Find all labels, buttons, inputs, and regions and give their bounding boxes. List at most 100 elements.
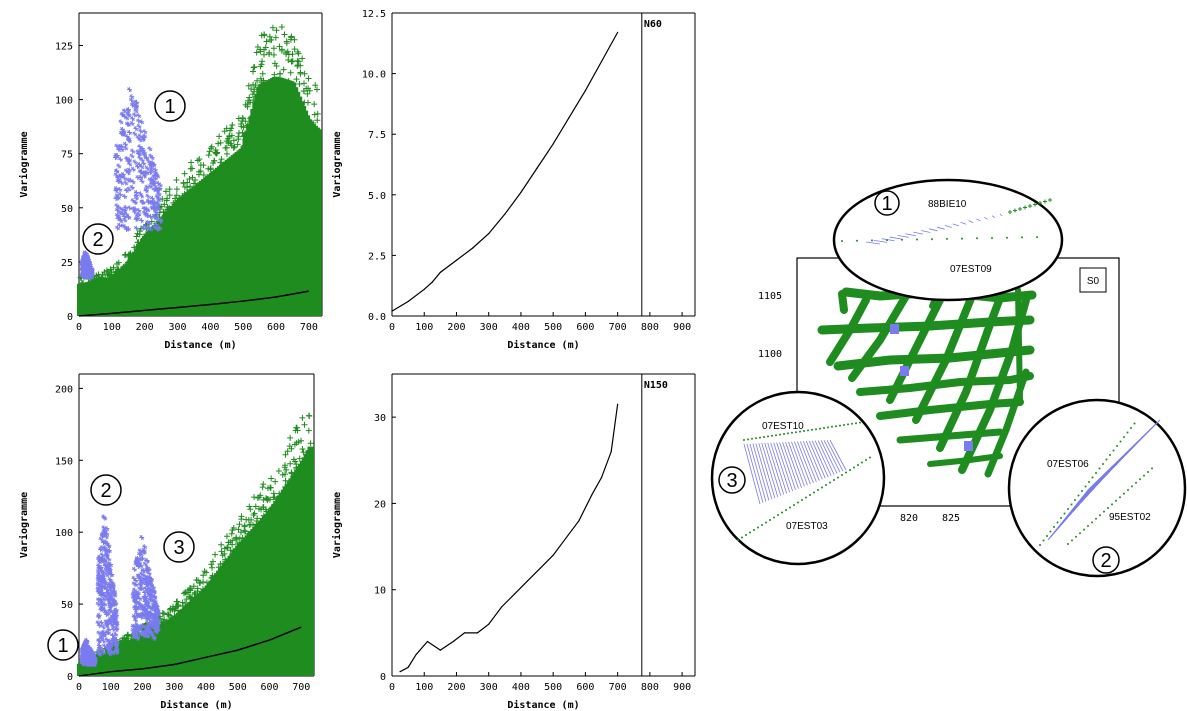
callout-3-pair-line: [788, 441, 805, 487]
blue-star-point: [98, 607, 104, 613]
blue-star-point: [142, 129, 148, 135]
x-tick-label: 900: [673, 682, 691, 693]
callout-2-green-point: [1127, 489, 1129, 491]
green-cross-point: [191, 600, 198, 607]
callout-1: 1 88BIE10 07EST09: [832, 178, 1064, 302]
green-cross-point: [182, 599, 189, 606]
green-cross-point: [222, 556, 229, 563]
green-cross-point: [203, 569, 210, 576]
green-cross-point: [239, 114, 246, 121]
callout-3-green-point: [801, 499, 803, 501]
callout-1-pair-line: [984, 216, 988, 220]
annotation-number: 2: [100, 480, 111, 502]
callout-3-green-point: [835, 425, 837, 428]
green-cross-point: [297, 69, 304, 76]
callout-3-pair-line: [823, 440, 841, 473]
blue-star-point: [106, 626, 112, 632]
blue-star-point: [138, 169, 144, 175]
callout-1-pair-line: [928, 228, 938, 232]
blue-star-point: [81, 659, 87, 665]
green-cross-point: [121, 252, 128, 259]
green-cross-point: [247, 115, 254, 122]
callout-2-green-point: [1126, 431, 1129, 434]
annotation-number: 1: [164, 96, 175, 118]
green-cross-point: [281, 502, 288, 509]
green-cross-point: [296, 463, 303, 470]
callout-3-green-point: [813, 491, 815, 494]
green-cross-point: [211, 579, 218, 586]
blue-star-point: [130, 179, 136, 185]
callout-2-green-point: [1079, 532, 1081, 535]
callout-2-green-point: [1084, 485, 1087, 488]
x-tick-label: 400: [512, 322, 530, 333]
green-cross-point: [107, 266, 114, 273]
green-cross-point: [161, 209, 168, 216]
green-cross-point: [160, 619, 167, 626]
blue-star-point: [105, 597, 111, 603]
green-cross-point: [285, 489, 292, 496]
green-cross-point: [164, 611, 171, 618]
callout-3-green-point: [849, 469, 851, 471]
green-cross-point: [104, 270, 111, 277]
green-cross-point: [293, 424, 300, 431]
y-axis-label: Variogramme: [331, 131, 343, 197]
annotation-number: 3: [173, 537, 184, 559]
green-cross-point: [250, 64, 257, 71]
blue-star-point: [110, 582, 116, 588]
blue-star-point: [104, 637, 110, 643]
green-cross-point: [236, 150, 243, 157]
blue-star-point: [137, 548, 143, 554]
callout-3-green-point: [829, 481, 831, 484]
callout-2: 2 07EST06 95EST02: [1007, 398, 1187, 578]
blue-star-point: [132, 206, 138, 212]
green-cross-point: [183, 596, 190, 603]
blue-star-point: [83, 640, 89, 646]
green-cross-point: [241, 527, 248, 534]
green-cross-point: [229, 121, 236, 128]
variogram-point: [455, 259, 458, 261]
green-cross-point: [219, 560, 226, 567]
green-cloud-column: [315, 129, 322, 316]
variogram-point: [407, 300, 409, 303]
green-cross-point: [290, 88, 297, 95]
green-cross-point: [251, 510, 258, 517]
blue-star-point: [115, 175, 121, 181]
green-cross-point: [114, 266, 121, 273]
callout-3-green-point: [779, 433, 781, 436]
green-cross-point: [248, 86, 255, 93]
variogram-point: [526, 580, 528, 582]
green-cross-point: [176, 203, 183, 210]
green-cross-point: [196, 156, 203, 163]
green-cross-point: [173, 604, 180, 611]
variogram-point: [536, 167, 538, 169]
blue-star-point: [131, 632, 137, 638]
callout-2-green-point: [1103, 510, 1105, 513]
green-cross-point: [291, 485, 298, 492]
callout-3-number: 3: [726, 470, 737, 492]
blue-star-point: [157, 225, 163, 231]
callout-3-green-point: [745, 534, 747, 536]
blue-star-point: [113, 186, 119, 192]
callout-3-pair-line: [776, 442, 794, 492]
variogram-point: [552, 143, 554, 145]
blue-star-point: [134, 561, 140, 567]
green-cross-point: [181, 170, 188, 177]
callout-1-pair-line: [889, 236, 902, 240]
annotation-circle: [47, 629, 79, 661]
green-cross-point: [192, 176, 199, 183]
green-cross-point: [262, 85, 269, 92]
x-tick-label: 200: [133, 682, 151, 693]
blue-star-point: [148, 631, 154, 637]
callout-2-green-point: [1109, 454, 1111, 456]
green-cross-point: [199, 586, 206, 593]
blue-star-point: [129, 153, 135, 159]
blue-star-point: [146, 570, 152, 576]
blue-star-point: [133, 108, 139, 114]
callout-3-green-point: [751, 437, 753, 440]
callout-1-label-a: 88BIE10: [928, 199, 967, 210]
green-cross-point: [273, 495, 280, 502]
callout-3-green-point: [769, 519, 771, 521]
callout-2-green-point: [1135, 481, 1137, 484]
variogram-point: [471, 247, 474, 249]
